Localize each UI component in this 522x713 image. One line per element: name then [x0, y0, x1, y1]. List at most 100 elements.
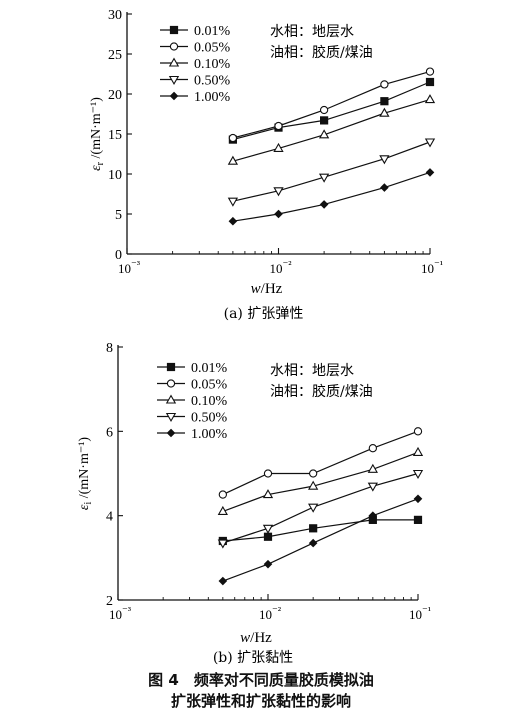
data-point — [425, 168, 435, 177]
data-point — [380, 80, 389, 89]
y-tick-label: 10 — [108, 168, 122, 183]
series-0.50% — [227, 138, 436, 207]
x-tick-label: 10⁻¹ — [409, 605, 431, 622]
legend-marker — [165, 412, 177, 423]
data-point — [380, 183, 389, 192]
data-point — [379, 155, 390, 165]
legend: 0.01% 0.05%0.10% 0.50%1.00% — [160, 24, 231, 105]
y-tick-label: 6 — [106, 425, 113, 440]
annotation-water-phase: 水相：地层水 — [270, 363, 354, 379]
legend-marker — [169, 91, 179, 101]
y-tick-label: 25 — [108, 48, 122, 63]
series-line — [222, 498, 419, 582]
data-point — [413, 515, 423, 524]
data-point — [217, 505, 228, 516]
data-point — [227, 155, 239, 165]
data-point — [380, 97, 389, 106]
data-point — [308, 480, 319, 490]
annotation-oil-phase: 油相：胶质/煤油 — [270, 383, 373, 400]
legend-marker — [169, 25, 179, 35]
series-line — [232, 71, 431, 139]
series-line — [232, 81, 431, 141]
data-point — [262, 524, 274, 534]
x-tick-label: 10⁻³ — [109, 605, 132, 622]
series-1.00% — [228, 168, 435, 226]
series-0.05% — [218, 427, 423, 499]
data-point — [262, 489, 274, 499]
legend-label: 1.00% — [191, 427, 228, 442]
y-tick-label: 8 — [106, 341, 113, 356]
data-point — [367, 482, 378, 492]
data-point — [319, 200, 329, 209]
data-point — [227, 197, 239, 207]
data-point — [228, 133, 238, 143]
series-0.50% — [217, 469, 424, 549]
y-axis-label: εi /(mN·m⁻¹) — [77, 437, 94, 511]
legend-marker — [166, 379, 176, 388]
data-point — [217, 539, 228, 549]
data-point — [308, 538, 318, 548]
data-point — [425, 77, 435, 87]
series-line — [232, 171, 431, 222]
legend-marker — [168, 75, 180, 86]
data-point — [263, 559, 273, 569]
series-1.00% — [218, 494, 423, 586]
legend-label: 0.10% — [191, 394, 228, 409]
figure-caption-line2: 扩张弹性和扩张黏性的影响 — [170, 692, 351, 710]
annotation-water-phase: 水相：地层水 — [270, 24, 354, 40]
data-point — [263, 532, 273, 541]
series-line — [222, 519, 418, 542]
data-point — [218, 490, 227, 499]
series-0.10% — [217, 446, 424, 516]
legend-label: 0.50% — [194, 74, 231, 89]
data-point — [218, 576, 228, 586]
legend-label: 0.01% — [194, 24, 231, 39]
x-tick-label: 10⁻¹ — [421, 259, 443, 276]
chart-panel-b: 2 4 6 8 10⁻³ 10⁻² 10⁻¹ 0.01% 0.05%0.10% 0.50%1.00… — [77, 341, 431, 666]
data-point — [274, 121, 283, 131]
legend-label: 0.50% — [191, 411, 228, 426]
y-tick-label: 0 — [115, 248, 122, 263]
data-point — [425, 67, 435, 76]
legend-marker — [166, 428, 176, 438]
legend-label: 0.05% — [191, 378, 228, 393]
x-axis-label: w/Hz — [251, 281, 283, 297]
legend-marker — [169, 42, 179, 51]
data-point — [412, 446, 424, 456]
data-point — [318, 129, 330, 139]
panel-caption: (b) 扩张黏性 — [213, 650, 293, 666]
x-axis-label: w/Hz — [240, 630, 272, 646]
data-point — [413, 427, 423, 436]
data-point — [308, 503, 319, 513]
legend-marker — [166, 362, 176, 372]
x-tick-label: 10⁻² — [259, 605, 282, 622]
data-point — [379, 107, 390, 117]
data-point — [412, 469, 424, 480]
series-0.01% — [228, 77, 435, 144]
data-point — [368, 511, 378, 520]
data-point — [424, 138, 436, 148]
legend: 0.01% 0.05%0.10% 0.50%1.00% — [157, 361, 228, 442]
data-point — [318, 173, 330, 183]
y-tick-label: 4 — [106, 510, 113, 525]
series-0.10% — [227, 94, 436, 165]
series-line — [232, 141, 431, 202]
x-tick-label: 10⁻² — [269, 259, 292, 276]
data-point — [368, 444, 377, 453]
legend-label: 0.05% — [194, 41, 231, 56]
annotation-oil-phase: 油相：胶质/煤油 — [270, 44, 373, 61]
data-point — [367, 463, 378, 473]
data-point — [273, 142, 284, 152]
data-point — [309, 524, 318, 533]
y-tick-label: 5 — [115, 208, 122, 223]
y-tick-label: 30 — [108, 8, 122, 23]
data-point — [228, 216, 238, 226]
data-point — [424, 94, 436, 104]
data-point — [413, 494, 423, 504]
data-point — [274, 209, 283, 219]
y-tick-label: 20 — [108, 88, 122, 103]
y-tick-label: 15 — [108, 128, 122, 143]
data-point — [309, 469, 318, 478]
